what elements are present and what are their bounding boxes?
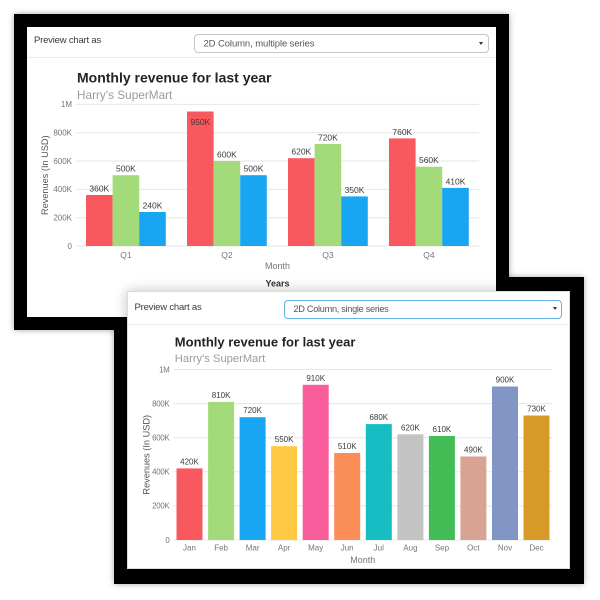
svg-text:420K: 420K <box>180 457 199 466</box>
svg-text:Month: Month <box>265 261 290 271</box>
svg-text:1M: 1M <box>61 100 72 109</box>
svg-text:0: 0 <box>165 536 170 545</box>
svg-text:680K: 680K <box>369 413 388 422</box>
svg-text:730K: 730K <box>527 405 546 414</box>
svg-text:760K: 760K <box>392 127 412 137</box>
svg-text:720K: 720K <box>243 406 262 415</box>
svg-text:200K: 200K <box>53 214 72 223</box>
svg-text:360K: 360K <box>89 184 109 194</box>
svg-text:Apr: Apr <box>278 544 291 553</box>
svg-text:610K: 610K <box>433 425 452 434</box>
svg-text:Monthly revenue for last year: Monthly revenue for last year <box>175 335 356 350</box>
svg-text:500K: 500K <box>116 164 136 174</box>
svg-text:200K: 200K <box>152 502 170 511</box>
svg-text:620K: 620K <box>291 147 311 157</box>
svg-text:560K: 560K <box>419 155 439 165</box>
svg-text:Sep: Sep <box>435 544 450 553</box>
svg-text:Monthly revenue for last year: Monthly revenue for last year <box>77 70 272 86</box>
svg-text:Oct: Oct <box>467 544 480 553</box>
svg-text:Revenues (In USD): Revenues (In USD) <box>142 415 152 495</box>
svg-text:Dec: Dec <box>529 544 543 553</box>
svg-text:510K: 510K <box>338 442 357 451</box>
svg-text:490K: 490K <box>464 446 483 455</box>
svg-text:600K: 600K <box>53 157 72 166</box>
svg-text:Harry's SuperMart: Harry's SuperMart <box>77 88 173 102</box>
svg-text:Jun: Jun <box>341 544 354 553</box>
svg-text:Q1: Q1 <box>120 250 132 260</box>
svg-text:Q4: Q4 <box>423 250 435 260</box>
svg-text:910K: 910K <box>306 374 325 383</box>
svg-text:600K: 600K <box>217 150 237 160</box>
svg-text:800K: 800K <box>53 129 72 138</box>
svg-text:410K: 410K <box>446 176 466 186</box>
svg-text:Mar: Mar <box>246 544 260 553</box>
svg-text:0: 0 <box>68 242 73 251</box>
svg-text:Jul: Jul <box>374 544 384 553</box>
svg-text:Feb: Feb <box>214 544 228 553</box>
svg-text:Q3: Q3 <box>322 250 334 260</box>
svg-text:1M: 1M <box>159 365 169 374</box>
svg-text:240K: 240K <box>143 201 163 211</box>
svg-text:620K: 620K <box>401 423 420 432</box>
svg-text:600K: 600K <box>152 434 170 443</box>
svg-text:810K: 810K <box>212 391 231 400</box>
svg-text:Aug: Aug <box>403 544 417 553</box>
svg-text:Q2: Q2 <box>221 250 233 260</box>
svg-text:Years: Years <box>265 279 289 289</box>
svg-text:Jan: Jan <box>183 544 196 553</box>
svg-text:Month: Month <box>350 555 375 565</box>
svg-text:900K: 900K <box>496 376 515 385</box>
svg-text:550K: 550K <box>275 435 294 444</box>
svg-text:800K: 800K <box>152 399 170 408</box>
svg-text:350K: 350K <box>345 185 365 195</box>
svg-text:500K: 500K <box>244 164 264 174</box>
svg-text:Harry's SuperMart: Harry's SuperMart <box>175 353 266 365</box>
svg-text:400K: 400K <box>152 468 170 477</box>
svg-text:720K: 720K <box>318 133 338 143</box>
svg-text:May: May <box>308 544 323 553</box>
svg-text:Revenues (In USD): Revenues (In USD) <box>40 135 50 215</box>
svg-text:400K: 400K <box>53 185 72 194</box>
svg-text:Nov: Nov <box>498 544 512 553</box>
svg-text:950K: 950K <box>190 117 210 127</box>
